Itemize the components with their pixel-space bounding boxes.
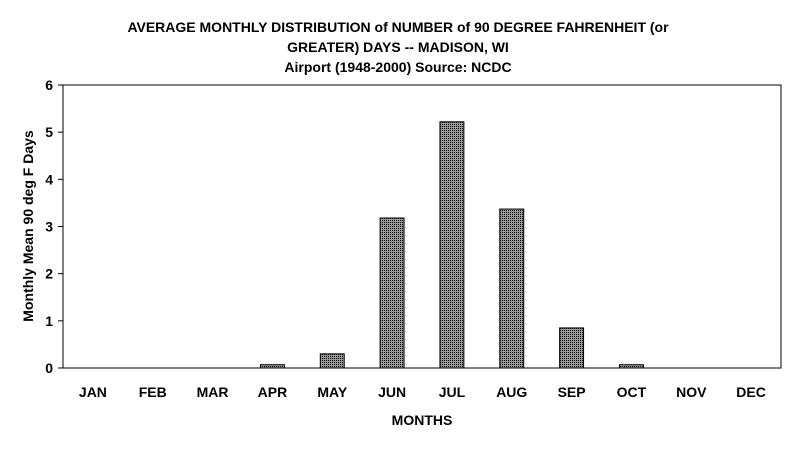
y-tick-label: 5 [45,124,53,140]
chart-title-line-3: Airport (1948-2000) Source: NCDC [284,59,512,75]
chart-title-line-2: GREATER) DAYS -- MADISON, WI [287,39,509,55]
bar-may [319,353,345,369]
x-axis-title: MONTHS [392,412,453,428]
bar-apr [259,364,285,369]
bar-jun [379,217,405,369]
y-tick-label: 6 [45,77,53,93]
y-axis: 0 1 2 3 4 5 6 [45,77,63,376]
plot-area [62,84,782,369]
bar-sep [559,327,585,369]
bar-aug [499,208,525,369]
bar-jul [439,121,465,369]
x-tick-label: JAN [79,384,107,400]
bar-oct [618,364,644,369]
bar-series [259,121,644,369]
y-tick-label: 4 [45,171,53,187]
x-tick-label: AUG [496,384,527,400]
x-tick-label: JUN [378,384,406,400]
y-tick-label: 2 [45,266,53,282]
y-tick-label: 1 [45,313,53,329]
x-tick-label: JUL [439,384,466,400]
x-tick-label: DEC [736,384,766,400]
x-tick-label: SEP [558,384,586,400]
chart-title-line-1: AVERAGE MONTHLY DISTRIBUTION of NUMBER o… [127,19,669,35]
x-tick-label: MAY [317,384,347,400]
y-tick-label: 0 [45,360,53,376]
x-tick-label: MAR [197,384,229,400]
x-tick-label: FEB [139,384,167,400]
x-tick-label: NOV [676,384,707,400]
x-axis: JAN FEB MAR APR MAY JUN JUL AUG SEP OCT NOV DEC [79,384,766,400]
y-axis-title: Monthly Mean 90 deg F Days [20,130,36,322]
x-tick-label: APR [258,384,288,400]
y-tick-label: 3 [45,219,53,235]
x-tick-label: OCT [617,384,647,400]
